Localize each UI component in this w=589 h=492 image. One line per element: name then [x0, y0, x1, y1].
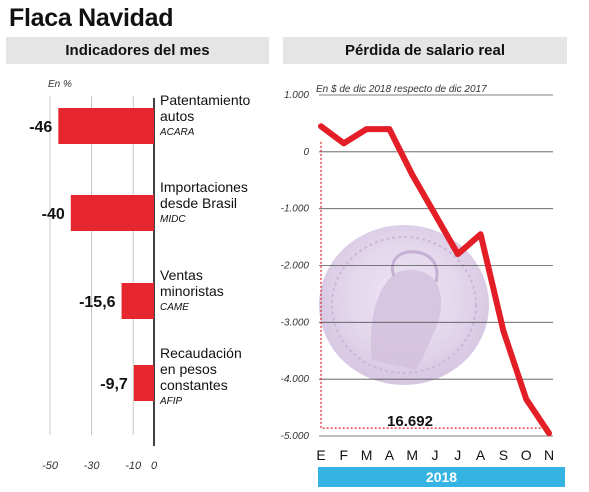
bar	[121, 283, 154, 319]
category-label: Patentamiento	[160, 92, 250, 108]
page-title: Flaca Navidad	[9, 4, 174, 32]
bar-value-label: -40	[42, 206, 65, 223]
category-label: desde Brasil	[160, 195, 237, 211]
line-y-tick-label: -1.000	[281, 204, 310, 215]
bar	[70, 195, 154, 231]
line-y-tick-label: 0	[303, 147, 309, 158]
line-subtitle: En $ de dic 2018 respecto de dic 2017	[316, 84, 487, 95]
bar-x-tick-label: -10	[125, 460, 142, 472]
bar-x-tick-label: -30	[84, 460, 101, 472]
line-y-tick-label: 1.000	[284, 90, 309, 101]
bar-value-label: -46	[29, 119, 52, 136]
line-y-tick-label: -4.000	[281, 374, 310, 385]
line-x-tick-label: A	[476, 447, 486, 463]
category-source: CAME	[160, 302, 189, 313]
category-label: Recaudación	[160, 345, 242, 361]
line-x-tick-label: J	[432, 447, 439, 463]
bar	[133, 365, 154, 401]
category-label: Importaciones	[160, 179, 248, 195]
line-x-tick-label: E	[316, 447, 325, 463]
line-x-tick-label: J	[454, 447, 461, 463]
salary-loss-line	[318, 123, 552, 437]
line-x-tick-label: F	[340, 447, 349, 463]
category-label: en pesos	[160, 361, 217, 377]
bar-value-label: -9,7	[100, 376, 128, 393]
eva-peron-coin-watermark	[319, 225, 489, 385]
right-panel-header: Pérdida de salario real	[283, 37, 567, 64]
category-source: ACARA	[159, 127, 195, 138]
bar-x-tick-label: -50	[42, 460, 59, 472]
line-y-tick-label: -2.000	[281, 261, 310, 272]
line-y-tick-label: -5.000	[281, 431, 310, 442]
category-label: minoristas	[160, 283, 224, 299]
line-y-tick-label: -3.000	[281, 317, 310, 328]
total-loss-callout: 16.692	[387, 413, 433, 430]
salary-line-chart: En $ de dic 2018 respecto de dic 2017 1.…	[281, 84, 565, 487]
line-x-tick-label: M	[361, 447, 373, 463]
line-x-tick-label: A	[385, 447, 395, 463]
category-source: AFIP	[159, 396, 183, 407]
year-band	[318, 467, 565, 487]
bar-unit-label: En %	[48, 79, 72, 90]
line-x-tick-label: N	[544, 447, 554, 463]
category-label: Ventas	[160, 267, 203, 283]
bar-value-label: -15,6	[79, 294, 116, 311]
line-x-tick-label: M	[406, 447, 418, 463]
bar-x-tick-label: 0	[151, 460, 158, 472]
category-label: autos	[160, 108, 194, 124]
category-source: MIDC	[160, 214, 186, 225]
left-panel-header: Indicadores del mes	[6, 37, 269, 64]
category-label: constantes	[160, 377, 228, 393]
year-label: 2018	[426, 469, 457, 485]
line-x-tick-label: O	[521, 447, 532, 463]
bar	[58, 108, 154, 144]
line-x-tick-label: S	[499, 447, 508, 463]
